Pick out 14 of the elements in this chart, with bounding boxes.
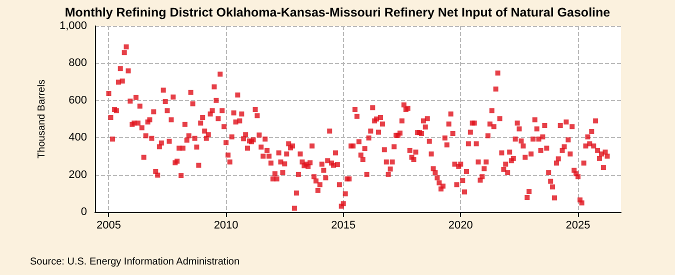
x-tick-label: 2025 <box>566 220 590 232</box>
x-tick-label: 2005 <box>96 220 121 232</box>
chart-title: Monthly Refining District Oklahoma-Kansas-Missouri Refinery Net Input of Natural Gasoline <box>64 6 610 20</box>
source-note: Source: U.S. Energy Information Administration <box>30 256 240 268</box>
y-tick-label: 600 <box>68 94 87 106</box>
x-tick-label: 2015 <box>331 220 356 232</box>
y-tick-label: 0 <box>80 206 87 218</box>
y-axis-title: Thousand Barrels <box>36 80 48 158</box>
y-tick-label: 400 <box>68 132 87 144</box>
y-tick-label: 800 <box>68 57 87 70</box>
x-tick-label: 2020 <box>448 220 473 232</box>
y-tick-label: 1,000 <box>59 20 87 32</box>
y-tick-label: 200 <box>68 168 87 181</box>
x-tick-label: 2010 <box>214 220 238 232</box>
